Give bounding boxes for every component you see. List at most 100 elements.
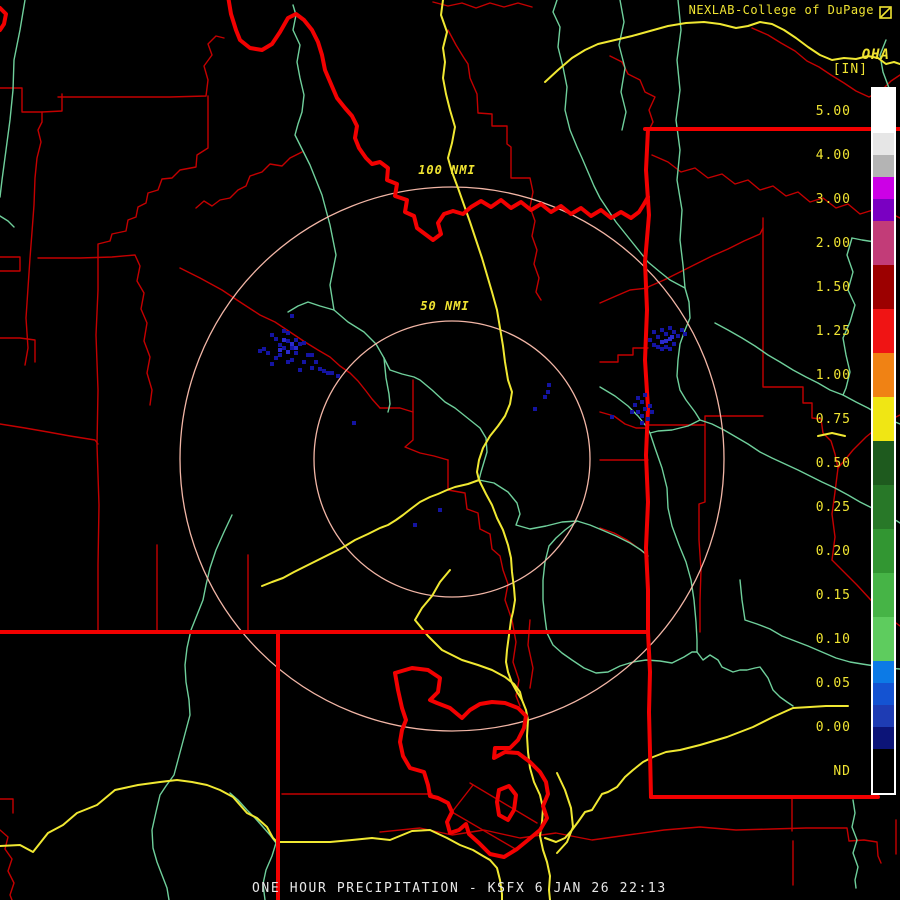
scale-label: 1.00: [815, 368, 851, 383]
precip-cell-light: [262, 347, 266, 351]
river-line: [842, 237, 856, 396]
precip-cell-light: [310, 353, 314, 357]
county-line: [379, 379, 414, 413]
product-title: ONE HOUR PRECIPITATION - KSFX 6 JAN 26 2…: [252, 881, 667, 896]
precip-cell-light: [672, 342, 676, 346]
scale-segment: [873, 441, 894, 485]
river-line: [542, 520, 698, 674]
precip-cell-light: [306, 353, 310, 357]
county-line: [0, 423, 99, 445]
county-line: [195, 151, 303, 209]
range-ring-label: 50 NMI: [420, 299, 470, 313]
precip-cell-light: [290, 314, 294, 318]
precip-cell-light: [266, 351, 270, 355]
precip-cell-light: [543, 395, 547, 399]
county-line: [0, 798, 14, 814]
river-line: [287, 301, 335, 313]
county-line: [698, 424, 706, 633]
river-line: [739, 579, 900, 670]
precip-cell-light: [672, 330, 676, 334]
scale-segment: [873, 133, 894, 155]
precip-cell-light: [318, 367, 322, 371]
county-line: [447, 459, 521, 707]
county-line: [451, 784, 474, 813]
brand-label: NEXLAB-College of DuPage: [688, 3, 874, 17]
scale-segment: [873, 617, 894, 661]
county-line: [599, 411, 649, 429]
river-line: [0, 0, 26, 198]
road-line: [261, 479, 480, 587]
state-border-line: [0, 6, 8, 32]
scale-label: 0.50: [815, 456, 851, 471]
precip-cell-light: [650, 410, 654, 414]
river-line: [151, 514, 233, 900]
county-line: [0, 337, 36, 363]
precip-cell-moderate: [278, 348, 282, 352]
precip-cell-light: [680, 328, 684, 332]
precip-cell-light: [664, 345, 668, 349]
precip-cell-light: [274, 337, 278, 341]
precip-cell-light: [676, 334, 680, 338]
scale-label: 1.25: [815, 324, 851, 339]
precip-cell-light: [643, 407, 647, 411]
precip-cell-light: [294, 351, 298, 355]
precip-cell-light: [610, 415, 614, 419]
scale-segment: [873, 199, 894, 221]
county-line: [57, 35, 225, 98]
state-border-line: [393, 666, 550, 859]
precip-cell-light: [664, 332, 668, 336]
precip-cell-moderate: [282, 338, 286, 342]
road-line: [544, 705, 849, 843]
precip-cell-light: [630, 410, 634, 414]
scale-segment: [873, 749, 894, 793]
precip-cell-light: [640, 414, 644, 418]
county-line: [0, 256, 21, 272]
scale-segment: [873, 705, 894, 727]
precip-cell-light: [648, 338, 652, 342]
precip-cell-light: [326, 371, 330, 375]
scale-segment: [873, 529, 894, 573]
precip-cell-light: [640, 400, 644, 404]
precip-cell-light: [636, 410, 640, 414]
scale-label: 0.15: [815, 588, 851, 603]
scale-label: 5.00: [815, 104, 851, 119]
river-line: [618, 0, 627, 131]
scale-label: 0.25: [815, 500, 851, 515]
scale-label: 0.10: [815, 632, 851, 647]
county-line: [599, 347, 649, 363]
river-line: [478, 479, 649, 557]
precip-cell-light: [282, 329, 286, 333]
scale-segment: [873, 727, 894, 749]
scale-segment: [873, 353, 894, 397]
precip-cell-moderate: [294, 346, 298, 350]
precip-cell-light: [286, 339, 290, 343]
county-line: [37, 254, 153, 406]
scale-segment: [873, 265, 894, 309]
precip-cell-light: [310, 366, 314, 370]
precip-cell-light: [314, 360, 318, 364]
road-line: [0, 779, 503, 900]
county-line: [599, 287, 649, 304]
precip-cell-light: [652, 330, 656, 334]
scale-segment: [873, 661, 894, 683]
product-code-label: OHA: [861, 47, 890, 63]
units-label: [IN]: [832, 62, 868, 77]
precip-cell-moderate: [668, 337, 672, 341]
precip-cell-light: [336, 374, 340, 378]
scale-segment: [873, 683, 894, 705]
road-line: [440, 0, 551, 900]
precip-cell-light: [640, 421, 644, 425]
county-line: [179, 267, 381, 409]
scale-segment: [873, 397, 894, 441]
precip-cell-light: [302, 341, 306, 345]
precip-cell-light: [278, 353, 282, 357]
precip-cell-light: [683, 332, 687, 336]
county-line: [762, 217, 839, 561]
county-line: [651, 154, 900, 221]
county-line: [647, 227, 764, 288]
county-line: [609, 55, 656, 131]
cod-flag-icon: [879, 4, 892, 19]
county-line: [432, 1, 533, 9]
